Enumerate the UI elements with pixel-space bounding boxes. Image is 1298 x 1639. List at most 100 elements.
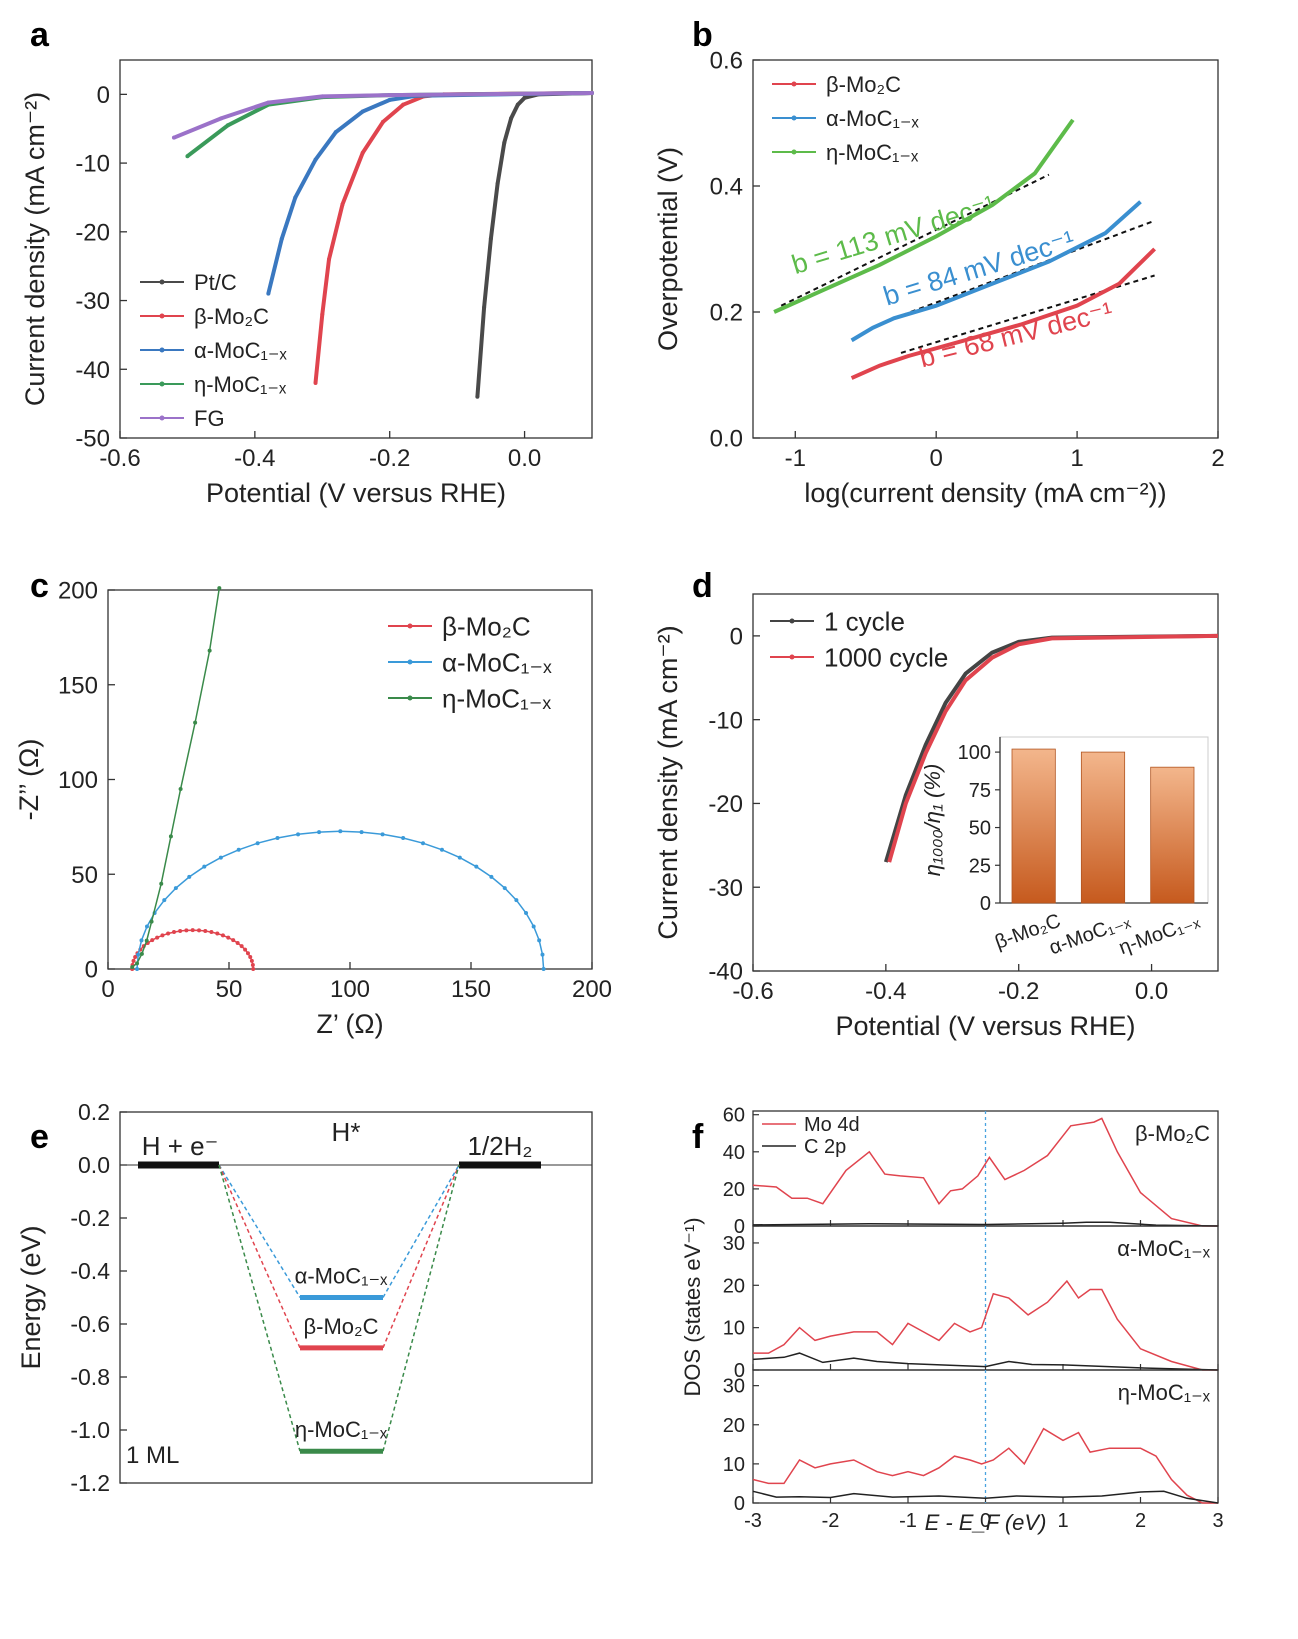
c-series-point [190, 928, 195, 933]
c-xtick-label: 100 [330, 976, 370, 1003]
c-series-point [296, 832, 301, 837]
c-series-point [524, 910, 529, 915]
e-ytick-label: 0.0 [78, 1152, 110, 1178]
c-series-point [540, 952, 545, 957]
c-series-point [489, 874, 494, 879]
e-plot-frame [119, 1111, 593, 1484]
c-ytick-label: 200 [58, 578, 98, 605]
a-series-point [225, 123, 230, 128]
a-series-point [279, 236, 284, 241]
c-series-point [317, 830, 322, 835]
a-xtick-label: 0.0 [508, 445, 541, 472]
c-series-point [136, 952, 141, 957]
f-ytick-label: 40 [723, 1142, 745, 1164]
e-ytick-label: -0.6 [70, 1311, 110, 1337]
c-series-point [162, 898, 167, 903]
f-ytick-label: 10 [723, 1454, 745, 1476]
e-path-line [382, 1164, 460, 1452]
d-legend-label: 1 cycle [824, 606, 905, 636]
f-legend-label: C 2p [804, 1136, 846, 1158]
c-series-point [243, 947, 248, 952]
c-legend-label: η-MoC₁₋ₓ [442, 683, 552, 713]
d-plot-frame [752, 593, 1219, 972]
a-legend-marker [159, 279, 165, 285]
c-series-point [144, 924, 149, 929]
d-x-axis-label: Potential (V versus RHE) [835, 1011, 1135, 1041]
f-xtick-label: 2 [1135, 1510, 1146, 1532]
c-series-point [235, 941, 240, 946]
e-energy-level-label: η-MoC₁₋ₓ [295, 1417, 388, 1442]
d-xtick-label: -0.6 [732, 978, 773, 1005]
e-ytick-label: -1.2 [70, 1470, 110, 1496]
f-ytick-label: 20 [723, 1415, 745, 1437]
e-path-line [218, 1164, 301, 1452]
f-subplot-label: β-Mo₂C [1135, 1121, 1210, 1146]
b-legend-marker [791, 81, 797, 87]
b-series-line [850, 200, 1142, 343]
f-xtick-label: 0 [980, 1510, 991, 1532]
e-state-label-intermediate: H* [332, 1117, 361, 1147]
f-xtick-label: -2 [822, 1510, 840, 1532]
a-series-point [495, 181, 500, 186]
a-legend-label: α-MoC₁₋ₓ [194, 338, 288, 363]
f-series-line [752, 1427, 1218, 1504]
e-path-line [218, 1164, 301, 1298]
f-series-line [752, 1117, 1218, 1227]
c-series-point [172, 930, 177, 935]
b-legend-marker [791, 115, 797, 121]
b-series-line [850, 247, 1157, 380]
c-series-point [439, 847, 444, 852]
a-xtick-label: -0.6 [99, 445, 140, 472]
f-ytick-label: 0 [734, 1360, 745, 1382]
f-ytick-label: 0 [734, 1493, 745, 1515]
c-series-point [178, 786, 183, 791]
a-series-point [266, 100, 271, 105]
f-subplot-label: η-MoC₁₋ₓ [1118, 1380, 1211, 1405]
c-series-point [207, 648, 212, 653]
d-inset-y-axis-label: η₁₀₀₀/η₁ (%) [920, 764, 945, 877]
a-series-point [509, 116, 514, 121]
panel-label-b: b [692, 16, 713, 54]
d-xtick-label: 0.0 [1135, 978, 1168, 1005]
d-xtick-label: -0.4 [865, 978, 906, 1005]
c-series-point [197, 928, 202, 933]
c-series-point [193, 720, 198, 725]
c-series-point [338, 829, 343, 834]
c-ytick-label: 50 [71, 862, 98, 889]
b-xtick-label: 2 [1211, 445, 1224, 472]
a-legend-label: η-MoC₁₋ₓ [194, 372, 287, 397]
c-series-point [541, 967, 546, 971]
d-legend-label: 1000 cycle [824, 642, 948, 672]
c-series-point [245, 951, 250, 956]
c-series-line [131, 587, 221, 968]
c-y-axis-label: -Z’’ (Ω) [14, 739, 44, 821]
d-legend-marker [789, 618, 795, 624]
c-series-point [239, 944, 244, 949]
a-series-point [320, 94, 325, 99]
b-ytick-label: 0.4 [710, 174, 743, 201]
b-legend-label: β-Mo₂C [826, 72, 901, 97]
b-ytick-label: 0.0 [710, 426, 743, 453]
e-ytick-label: -0.8 [70, 1364, 110, 1390]
d-ytick-label: -30 [708, 875, 743, 902]
f-xtick-label: 1 [1057, 1510, 1068, 1532]
a-series-point [502, 140, 507, 145]
b-legend-label: α-MoC₁₋ₓ [826, 106, 920, 131]
c-series-point [251, 967, 256, 971]
c-series-point [166, 931, 171, 936]
b-series-line [773, 118, 1075, 314]
d-inset-ytick-label: 0 [980, 893, 991, 915]
c-legend-marker [407, 659, 413, 665]
d-inset-bar [1150, 766, 1195, 904]
a-series-line [173, 91, 593, 140]
c-series-point [502, 886, 507, 891]
e-ytick-label: -0.4 [70, 1258, 110, 1284]
d-ytick-label: -10 [708, 707, 743, 734]
c-series-point [226, 935, 231, 940]
f-ytick-label: 20 [723, 1179, 745, 1201]
a-series-point [475, 394, 480, 399]
a-xtick-label: -0.2 [369, 445, 410, 472]
c-series-line [136, 830, 545, 970]
e-ytick-label: -1.0 [70, 1417, 110, 1443]
